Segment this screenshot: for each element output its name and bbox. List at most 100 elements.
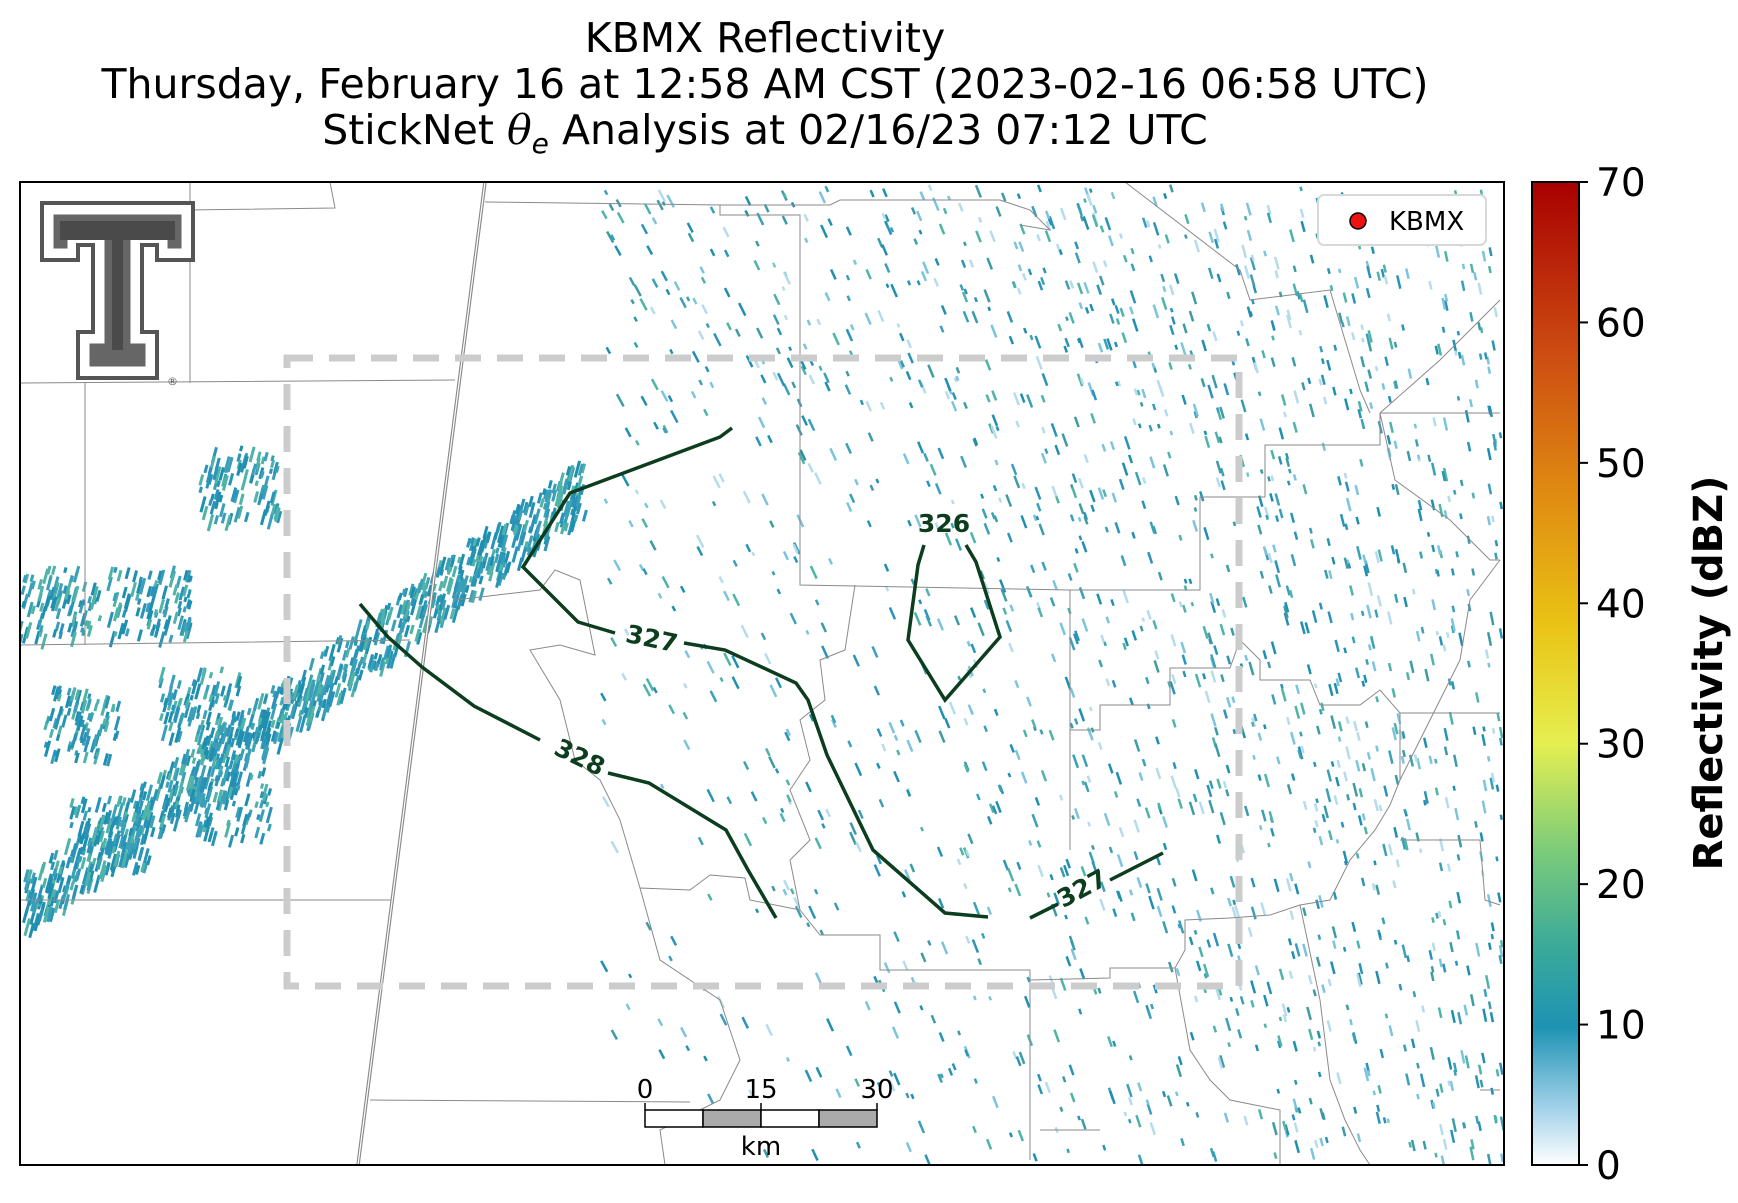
echo-gate xyxy=(982,688,987,694)
echo-gate xyxy=(1171,877,1177,887)
echo-gate xyxy=(117,622,125,640)
echo-gate xyxy=(691,350,700,363)
echo-gate xyxy=(169,674,176,690)
echo-gate xyxy=(26,869,33,882)
echo-gate xyxy=(846,295,851,302)
echo-gate xyxy=(1102,1144,1107,1151)
echo-gate xyxy=(468,589,475,603)
scale-segment xyxy=(818,1109,878,1128)
echo-gate xyxy=(1374,365,1379,372)
echo-gate xyxy=(98,815,106,832)
echo-gate xyxy=(1365,659,1369,665)
echo-gate xyxy=(457,556,462,564)
county-line xyxy=(20,182,456,901)
echo-gate xyxy=(196,704,202,714)
echo-gate xyxy=(102,753,109,766)
echo-gate xyxy=(73,862,79,870)
echo-gate xyxy=(685,296,691,302)
echo-gate xyxy=(177,615,184,630)
echo-gate xyxy=(767,434,773,444)
echo-gate xyxy=(224,514,232,532)
echo-gate xyxy=(706,660,715,674)
echo-gate xyxy=(217,716,224,729)
echo-gate xyxy=(93,834,100,847)
echo-gate xyxy=(1416,1062,1420,1069)
echo-gate xyxy=(879,401,886,410)
echo-gate xyxy=(1478,353,1483,360)
echo-gate xyxy=(97,723,104,737)
echo-gate xyxy=(820,224,829,239)
echo-gate xyxy=(959,847,965,856)
echo-gate xyxy=(1337,721,1343,732)
echo-gate xyxy=(80,699,88,714)
echo-gate xyxy=(1366,265,1372,279)
echo-gate xyxy=(1490,933,1494,940)
echo-gate xyxy=(893,1001,901,1014)
echo-gate xyxy=(816,318,822,326)
echo-gate xyxy=(628,276,636,287)
echo-gate xyxy=(1194,995,1199,1003)
echo-gate xyxy=(1486,894,1492,908)
echo-gate xyxy=(248,714,255,728)
echo-gate xyxy=(929,463,937,476)
echo-gate xyxy=(1393,826,1399,838)
echo-gate xyxy=(1203,527,1210,541)
echo-gate xyxy=(276,510,283,524)
echo-gate xyxy=(645,921,652,931)
echo-gate xyxy=(1130,247,1135,255)
echo-gate xyxy=(1160,273,1166,283)
echo-gate xyxy=(1495,1069,1500,1077)
echo-gate xyxy=(1484,649,1490,659)
echo-gate xyxy=(1356,974,1362,988)
echo-gate xyxy=(67,622,73,633)
echo-gate xyxy=(1477,1121,1482,1132)
echo-gate xyxy=(1442,417,1449,431)
echo-gate xyxy=(1219,406,1225,419)
echo-gate xyxy=(1136,389,1141,396)
echo-gate xyxy=(128,828,134,837)
echo-gate xyxy=(236,675,243,688)
echo-gate xyxy=(182,606,187,613)
echo-gate xyxy=(865,400,873,412)
echo-gate xyxy=(140,833,146,846)
echo-gate xyxy=(220,790,227,803)
echo-gate xyxy=(855,1141,861,1149)
echo-gate xyxy=(1452,1062,1458,1073)
echo-gate xyxy=(196,724,202,734)
echo-gate xyxy=(1474,379,1479,389)
echo-gate xyxy=(1231,906,1237,918)
echo-gate xyxy=(1254,965,1260,976)
echo-gate xyxy=(230,770,235,777)
echo-gate xyxy=(1488,247,1493,257)
echo-gate xyxy=(1393,440,1398,450)
echo-gate xyxy=(1429,653,1435,666)
echo-gate xyxy=(124,628,130,637)
echo-gate xyxy=(37,578,43,590)
echo-gate xyxy=(1036,502,1042,512)
echo-gate xyxy=(786,794,792,803)
echo-gate xyxy=(1451,605,1456,613)
echo-gate xyxy=(1473,271,1478,281)
echo-gate xyxy=(1107,763,1114,774)
echo-gate xyxy=(1237,942,1242,950)
echo-gate xyxy=(83,831,89,840)
echo-gate xyxy=(610,1029,619,1041)
echo-gate xyxy=(63,587,70,600)
echo-gate xyxy=(114,815,120,826)
echo-gate xyxy=(1221,609,1227,618)
echo-gate xyxy=(1266,981,1273,995)
echo-gate xyxy=(45,715,51,724)
echo-gate xyxy=(785,728,792,737)
echo-gate xyxy=(26,601,34,618)
echo-gate xyxy=(1382,843,1388,857)
echo-gate xyxy=(1409,660,1415,674)
echo-gate xyxy=(1175,967,1181,977)
echo-gate xyxy=(819,929,824,936)
echo-gate xyxy=(20,585,26,595)
echo-gate xyxy=(1170,593,1176,603)
echo-gate xyxy=(1178,601,1183,608)
echo-gate xyxy=(78,602,85,614)
echo-gate xyxy=(1220,480,1226,491)
echo-gate xyxy=(1407,368,1413,379)
echo-gate xyxy=(163,797,171,813)
